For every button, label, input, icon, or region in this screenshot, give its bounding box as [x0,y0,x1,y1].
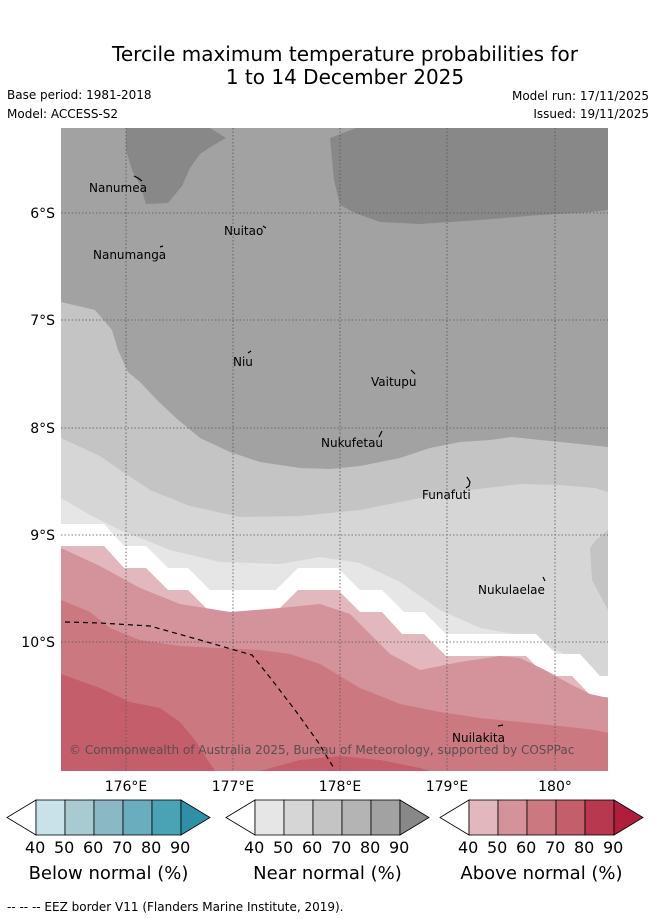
below-normal-colorbar-tick: 90 [170,838,191,857]
place-label-nuitao: Nuitao [224,224,263,238]
near-normal-80-region-ne [330,128,608,224]
near-normal-colorbar-cell [312,799,343,836]
near-normal-colorbar-tick: 50 [273,838,294,857]
below-normal-colorbar-extend-high [180,799,211,836]
above-normal-colorbar-extend-high [613,799,644,836]
place-label-nukufetau: Nukufetau [321,436,383,450]
above-normal-colorbar-tick: 80 [574,838,595,857]
lon-label: 177°E [212,779,255,795]
islands [133,175,546,727]
above-normal-colorbar-cell [584,799,615,836]
near-normal-colorbar-extend-high [399,799,430,836]
probability-field [61,128,608,771]
lat-label: 7°S [30,313,55,329]
near-normal-colorbar-title: Near normal (%) [253,863,402,884]
lon-label: 178°E [319,779,362,795]
lat-label: 9°S [30,528,55,544]
place-label-vaitupu: Vaitupu [371,375,417,389]
above-normal-70-region-south [260,756,430,771]
near-normal-colorbar-cell [341,799,372,836]
place-label-nanumanga: Nanumanga [93,248,166,262]
below-normal-colorbar-extend-low [6,799,37,836]
title-line-2: 1 to 14 December 2025 [225,65,465,89]
below-normal-colorbar-cell [64,799,95,836]
near-normal-80-region-nw [126,128,226,204]
above-normal-colorbar-tick: 50 [487,838,508,857]
longitude-axis: 176°E 177°E 178°E 179°E 180° [105,779,572,795]
copyright-text: © Commonwealth of Australia 2025, Bureau… [69,743,574,757]
place-label-nuilakita: Nuilakita [452,731,505,745]
near-normal-colorbar-tick: 40 [244,838,265,857]
above-normal-colorbar-cell [555,799,586,836]
below-normal-colorbar-tick: 50 [54,838,75,857]
eez-footnote: -- -- -- EEZ border V11 (Flanders Marine… [7,900,344,914]
colorbars [6,799,644,836]
above-normal-colorbar-title: Above normal (%) [460,863,623,884]
model-name: Model: ACCESS-S2 [7,107,119,121]
above-normal-colorbar-tick: 90 [603,838,624,857]
no-dominant-band [61,524,608,697]
above-normal-colorbar-cell [526,799,557,836]
place-labels: Nanumea Nuitao Nanumanga Niu Vaitupu Nuk… [89,181,545,745]
title-line-1: Tercile maximum temperature probabilitie… [112,42,578,66]
place-label-funafuti: Funafuti [422,488,471,502]
below-normal-colorbar-tick: 60 [83,838,104,857]
below-normal-colorbar-tick: 80 [141,838,162,857]
below-normal-colorbar-title: Below normal (%) [28,863,189,884]
above-normal-colorbar-cell [497,799,528,836]
near-normal-80-east-edge [590,530,608,610]
near-normal-colorbar-tick: 90 [389,838,410,857]
place-label-niu: Niu [233,355,253,369]
above-normal-colorbar-tick: 70 [545,838,566,857]
above-normal-60-region [61,600,608,771]
latitude-axis: 6°S 7°S 8°S 9°S 10°S [21,206,55,651]
near-normal-colorbar-tick: 70 [331,838,352,857]
below-normal-colorbar-cell [151,799,182,836]
near-normal-colorbar-tick: 60 [302,838,323,857]
lon-label: 180° [538,779,572,795]
above-normal-colorbar-tick: 40 [458,838,479,857]
lat-label: 10°S [21,635,55,651]
lat-label: 6°S [30,206,55,222]
near-normal-colorbar-cell [254,799,285,836]
below-normal-colorbar-tick: 40 [25,838,46,857]
above-normal-colorbar-cell [468,799,499,836]
near-normal-colorbar-tick: 80 [360,838,381,857]
above-normal-70-region [61,674,215,771]
base-period: Base period: 1981-2018 [7,88,152,102]
issued-date: Issued: 19/11/2025 [533,107,649,121]
near-normal-colorbar-cell [283,799,314,836]
below-normal-colorbar-cell [122,799,153,836]
lat-label: 8°S [30,421,55,437]
eez-border [64,621,336,771]
lon-label: 176°E [105,779,148,795]
model-run: Model run: 17/11/2025 [511,89,649,103]
near-normal-colorbar-extend-low [225,799,256,836]
place-label-nanumea: Nanumea [89,181,147,195]
below-normal-colorbar-cell [93,799,124,836]
near-normal-colorbar-cell [370,799,401,836]
below-normal-colorbar-cell [35,799,66,836]
lon-label: 179°E [426,779,469,795]
graticule [61,128,608,771]
place-label-nukulaelae: Nukulaelae [478,583,545,597]
above-normal-colorbar-tick: 60 [516,838,537,857]
above-normal-colorbar-extend-low [439,799,470,836]
below-normal-colorbar-tick: 70 [112,838,133,857]
